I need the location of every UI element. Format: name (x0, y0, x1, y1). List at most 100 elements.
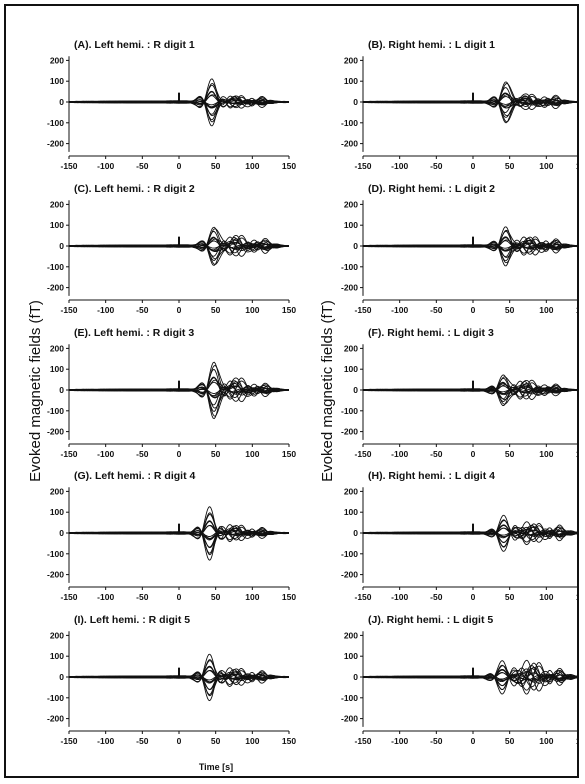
y-tick-label: 100 (344, 76, 358, 86)
x-tick-label: -150 (354, 305, 371, 315)
y-tick-label: 200 (344, 486, 358, 496)
x-tick-label: 50 (505, 161, 515, 171)
x-tick-label: 0 (471, 592, 476, 602)
x-tick-label: 0 (177, 305, 182, 315)
y-tick-label: 200 (50, 199, 64, 209)
x-tick-label: -100 (391, 305, 408, 315)
x-tick-label: 150 (576, 305, 577, 315)
panel-g: (G). Left hemi. : R digit 4 200 100 0 -100 -2… (47, 470, 296, 602)
panel-d: (D). Right hemi. : L digit 2 200 100 0 -100 -… (341, 183, 585, 315)
x-tick-label: -100 (97, 736, 114, 746)
x-tick-label: 100 (245, 449, 259, 459)
x-tick-label: 150 (282, 305, 296, 315)
x-tick-label: -100 (391, 592, 408, 602)
panel-title: (I). Left hemi. : R digit 5 (74, 614, 190, 626)
channel-trace (69, 369, 290, 397)
y-tick-label: 0 (59, 385, 64, 395)
x-tick-label: 50 (505, 592, 515, 602)
channel-trace (362, 662, 584, 691)
y-tick-label: -100 (47, 262, 64, 272)
y-tick-label: 0 (353, 241, 358, 251)
panel-c: (C). Left hemi. : R digit 2 200 100 0 -100 -2… (47, 183, 296, 315)
channel-trace (69, 513, 290, 540)
channel-trace (362, 522, 583, 552)
x-tick-label: -150 (60, 736, 77, 746)
y-tick-label: 200 (50, 55, 64, 65)
x-tick-label: 100 (539, 305, 553, 315)
y-tick-label: -200 (341, 570, 358, 580)
y-tick-label: -100 (47, 118, 64, 128)
panel-title: (C). Left hemi. : R digit 2 (74, 183, 195, 195)
y-tick-label: 0 (353, 528, 358, 538)
x-tick-label: 150 (576, 592, 577, 602)
x-tick-label: 0 (471, 736, 476, 746)
x-tick-label: -50 (136, 736, 149, 746)
x-tick-label: 0 (177, 161, 182, 171)
x-tick-label: -150 (60, 449, 77, 459)
panel-title: (B). Right hemi. : L digit 1 (368, 39, 495, 51)
x-tick-label: -100 (97, 305, 114, 315)
x-tick-label: 50 (211, 449, 221, 459)
x-tick-label: -50 (430, 305, 443, 315)
x-tick-label: -150 (60, 592, 77, 602)
y-tick-label: 200 (50, 630, 64, 640)
y-tick-label: 100 (344, 220, 358, 230)
channel-trace (69, 84, 290, 108)
x-tick-label: -150 (354, 449, 371, 459)
panel-h: (H). Right hemi. : L digit 4 200 100 0 -100 -… (341, 470, 585, 602)
x-tick-label: 150 (282, 736, 296, 746)
channel-trace (68, 525, 290, 556)
panel-title: (J). Right hemi. : L digit 5 (368, 614, 493, 626)
channel-trace (363, 377, 584, 396)
y-tick-label: 100 (344, 507, 358, 517)
y-tick-label: -200 (341, 427, 358, 437)
channel-trace (68, 377, 290, 417)
y-tick-label: -200 (47, 714, 64, 724)
x-tick-label: -100 (97, 592, 114, 602)
x-tick-label: 100 (245, 161, 259, 171)
panel-f: (F). Right hemi. : L digit 3 200 100 0 -100 -… (341, 327, 585, 459)
x-tick-label: -50 (136, 449, 149, 459)
channel-trace (68, 234, 290, 265)
x-tick-label: 100 (245, 592, 259, 602)
y-tick-label: 0 (59, 528, 64, 538)
x-tick-label: -50 (430, 449, 443, 459)
channel-trace (362, 523, 584, 548)
x-tick-label: 0 (177, 736, 182, 746)
x-tick-label: 150 (282, 449, 296, 459)
panels-group: (A). Left hemi. : R digit 1 200 100 0 -100 -2… (47, 39, 585, 746)
y-tick-label: 100 (344, 651, 358, 661)
x-tick-label: 0 (471, 305, 476, 315)
y-tick-label: -200 (341, 283, 358, 293)
y-tick-label: -100 (341, 549, 358, 559)
y-tick-label: -200 (47, 139, 64, 149)
x-tick-label: -150 (354, 161, 371, 171)
channel-trace (68, 668, 290, 697)
y-tick-label: 200 (344, 199, 358, 209)
y-tick-label: 0 (59, 97, 64, 107)
panel-title: (H). Right hemi. : L digit 4 (368, 470, 495, 482)
y-tick-label: -200 (47, 427, 64, 437)
y-tick-label: -200 (341, 714, 358, 724)
panel-title: (A). Left hemi. : R digit 1 (74, 39, 195, 51)
y-tick-label: 0 (59, 241, 64, 251)
panel-b: (B). Right hemi. : L digit 1 200 100 0 -100 -… (341, 39, 585, 171)
x-tick-label: -100 (97, 161, 114, 171)
x-tick-label: 100 (245, 305, 259, 315)
y-tick-label: 200 (50, 343, 64, 353)
y-axis-label-right: Evoked magnetic fields (fT) (319, 300, 336, 482)
channel-trace (69, 660, 290, 684)
x-tick-label: -50 (430, 736, 443, 746)
y-tick-label: -100 (47, 693, 64, 703)
x-tick-label: 50 (505, 305, 515, 315)
y-tick-label: -100 (341, 693, 358, 703)
y-tick-label: -100 (47, 406, 64, 416)
channel-trace (362, 236, 584, 264)
x-tick-label: 150 (282, 592, 296, 602)
y-tick-label: 100 (50, 220, 64, 230)
y-axis-label-left: Evoked magnetic fields (fT) (27, 300, 44, 482)
channel-trace (69, 231, 290, 253)
x-tick-label: -150 (354, 736, 371, 746)
panel-title: (G). Left hemi. : R digit 4 (74, 470, 195, 482)
y-tick-label: 0 (353, 672, 358, 682)
